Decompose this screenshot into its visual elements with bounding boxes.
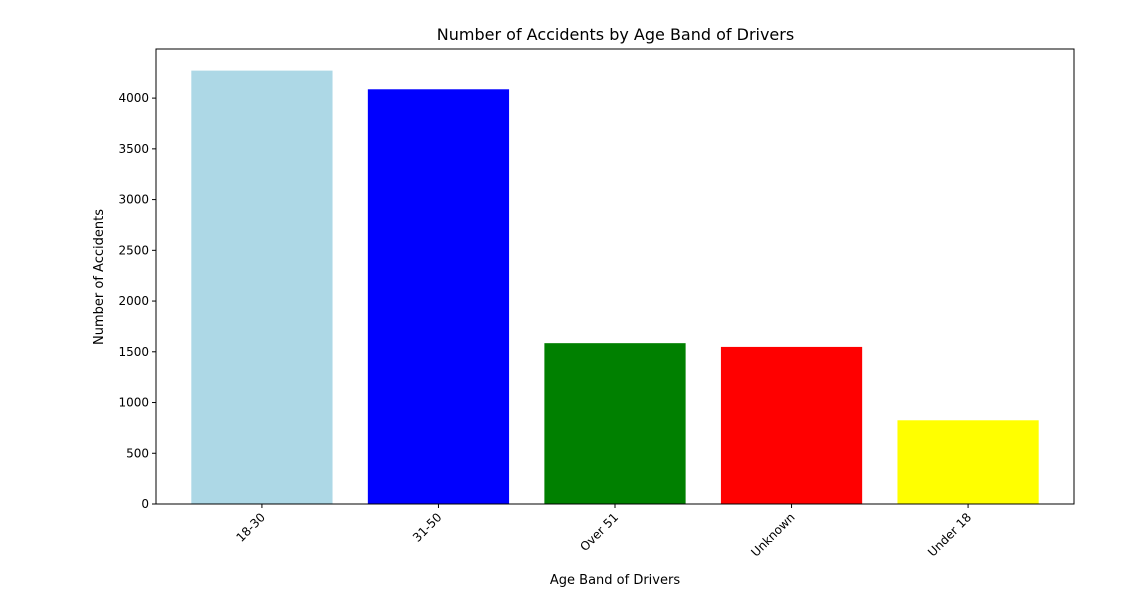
x-tick-label: Unknown [748,510,797,559]
x-tick-label: Over 51 [577,510,621,554]
x-axis-label: Age Band of Drivers [550,573,680,588]
bar-over-51 [544,343,686,504]
y-tick-label: 2000 [118,294,149,308]
y-tick-label: 1000 [118,396,149,410]
y-axis: 0 500 1000 1500 2000 2500 3000 3500 4000 [118,91,156,511]
x-tick-label: Under 18 [925,510,974,559]
y-tick-label: 500 [126,446,149,460]
chart-title: Number of Accidents by Age Band of Drive… [437,25,794,44]
bar-under-18 [897,420,1039,504]
bar-18-30 [191,70,333,504]
y-tick-label: 1500 [118,345,149,359]
y-tick-label: 0 [141,497,149,511]
y-tick-label: 4000 [118,91,149,105]
y-tick-label: 3000 [118,193,149,207]
x-axis: 18-30 31-50 Over 51 Unknown Under 18 [233,504,974,560]
y-axis-label: Number of Accidents [92,209,107,345]
plot-area [191,70,1039,504]
x-tick-label: 18-30 [233,510,268,545]
y-tick-label: 3500 [118,142,149,156]
bar-unknown [720,346,863,504]
x-tick-label: 31-50 [410,510,445,545]
bar-31-50 [367,89,510,504]
y-tick-label: 2500 [118,243,149,257]
